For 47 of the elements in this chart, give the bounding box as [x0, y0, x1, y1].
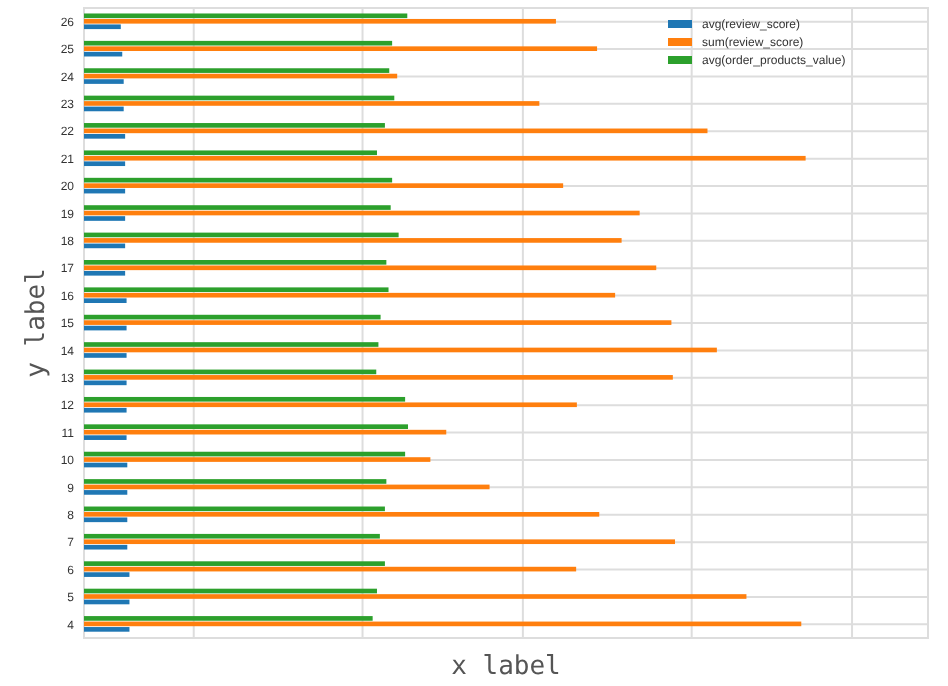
bar — [84, 46, 598, 51]
x-axis-title: x label — [451, 652, 561, 682]
bar — [84, 517, 128, 523]
bar — [84, 216, 126, 221]
bar — [84, 292, 616, 298]
bar — [84, 342, 379, 347]
bar — [84, 544, 128, 550]
bar — [84, 407, 127, 413]
bar — [84, 402, 577, 408]
bar — [84, 616, 373, 621]
bar — [84, 424, 409, 429]
bar — [84, 183, 564, 188]
bar — [84, 150, 377, 156]
bar — [84, 205, 391, 210]
bar — [84, 512, 600, 517]
bar — [84, 13, 408, 19]
bar — [84, 572, 130, 577]
bar — [84, 375, 673, 380]
bar — [84, 101, 540, 106]
bar — [84, 161, 126, 167]
bar — [84, 24, 121, 30]
y-axis-title: y label — [22, 268, 52, 378]
bar — [84, 479, 387, 484]
bar — [84, 435, 127, 440]
bar — [84, 561, 385, 566]
bar — [84, 298, 127, 303]
bar — [84, 457, 431, 462]
bar — [84, 238, 622, 243]
bar — [84, 627, 130, 632]
bar — [84, 260, 387, 265]
bar — [84, 123, 385, 128]
bar — [84, 18, 556, 24]
bar — [84, 490, 128, 495]
bar — [84, 539, 676, 545]
bar — [84, 40, 393, 46]
bar — [84, 353, 127, 358]
bar — [84, 155, 806, 161]
bar — [84, 594, 747, 599]
bar — [84, 396, 406, 402]
bar — [84, 134, 126, 139]
bar — [84, 533, 380, 539]
bar — [84, 68, 390, 73]
bar — [84, 265, 657, 271]
bar — [84, 287, 389, 293]
bar — [84, 270, 126, 276]
bar — [84, 320, 672, 325]
bar — [84, 79, 124, 84]
